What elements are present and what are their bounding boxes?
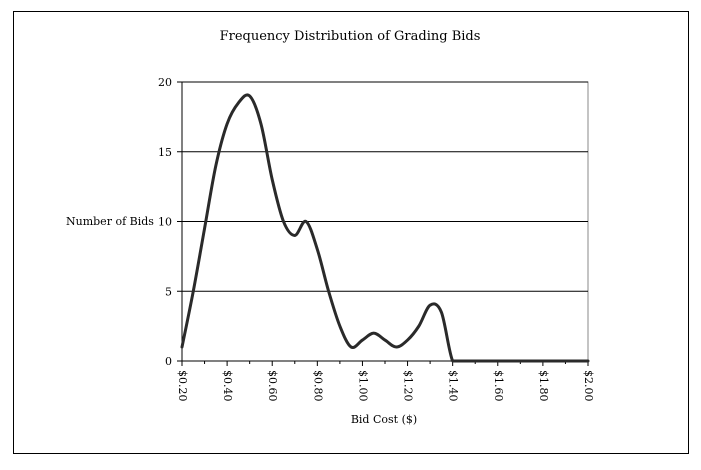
y-tick-label: 0 xyxy=(165,355,172,368)
x-tick-label: $0.40 xyxy=(221,370,234,402)
y-axis-label: Number of Bids xyxy=(66,215,154,228)
x-tick-label: $0.20 xyxy=(176,370,189,402)
x-axis-label: Bid Cost ($) xyxy=(351,413,417,426)
plot-area: 0 5 10 15 20 $0.20 $0.40 $0.60 $0.80 $1.00 $1.20 $1… xyxy=(158,76,595,402)
y-tick-label: 20 xyxy=(158,76,172,89)
x-tick-label: $0.80 xyxy=(311,370,324,402)
x-tick-label: $2.00 xyxy=(582,370,595,402)
chart-frame xyxy=(13,11,689,454)
x-tick-label: $1.60 xyxy=(492,370,505,402)
x-tick-label: $1.00 xyxy=(356,370,369,402)
x-tick-label: $1.80 xyxy=(537,370,550,402)
y-tick-label: 10 xyxy=(158,216,172,229)
x-tick-label: $0.60 xyxy=(266,370,279,402)
y-tick-label: 5 xyxy=(165,285,172,298)
y-tick-label: 15 xyxy=(158,146,172,159)
x-tick-label: $1.20 xyxy=(402,370,415,402)
x-tick-label: $1.40 xyxy=(447,370,460,402)
chart-title: Frequency Distribution of Grading Bids xyxy=(220,29,481,44)
series-line xyxy=(180,93,590,363)
